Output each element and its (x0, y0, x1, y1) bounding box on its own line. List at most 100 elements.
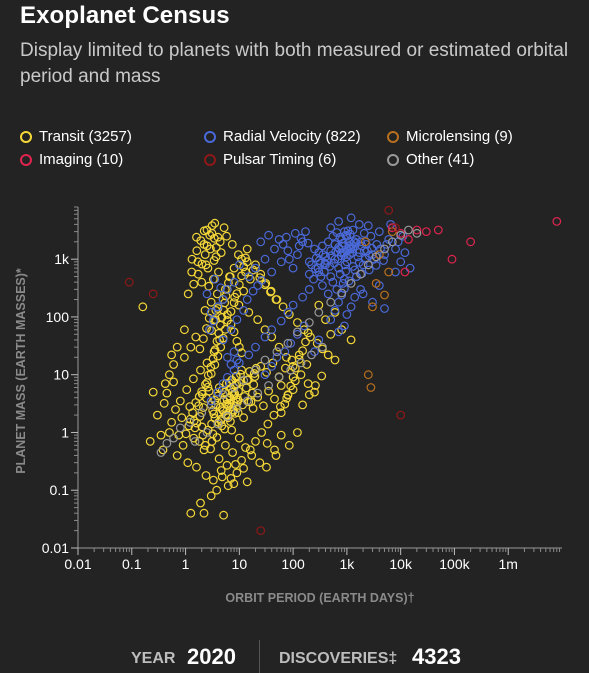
data-point-other (404, 225, 413, 235)
legend-item-imaging[interactable]: Imaging (10) (20, 151, 123, 168)
data-point-pulsar-timing (256, 526, 266, 536)
data-point-pulsar-timing (148, 289, 158, 299)
data-point-transit (179, 352, 189, 362)
legend-item-other[interactable]: Other (41) (387, 151, 474, 168)
data-point-transit (145, 436, 155, 446)
data-point-other (363, 260, 373, 270)
data-point-transit (213, 351, 223, 361)
data-point-transit (200, 305, 210, 315)
data-point-other (396, 230, 406, 240)
data-point-radial-velocity (359, 246, 369, 256)
data-point-radial-velocity (248, 286, 258, 296)
data-point-radial-velocity (341, 266, 351, 276)
data-point-transit (226, 474, 236, 483)
data-point-transit (195, 344, 205, 354)
data-point-transit (232, 397, 242, 407)
chart-subtitle: Display limited to planets with both mea… (20, 40, 569, 87)
data-point-transit (231, 460, 240, 469)
data-point-transit (293, 318, 302, 327)
data-point-radial-velocity (257, 275, 267, 285)
data-point-radial-velocity (359, 228, 369, 238)
data-point-transit (274, 342, 284, 352)
legend-swatch-radial-velocity (204, 130, 216, 143)
data-point-radial-velocity (348, 248, 358, 257)
data-point-transit (232, 289, 242, 298)
data-point-transit (286, 381, 296, 391)
legend-item-pulsar-timing[interactable]: Pulsar Timing (6) (204, 151, 336, 168)
data-point-transit (185, 414, 195, 424)
data-point-radial-velocity (274, 235, 284, 244)
data-point-transit (160, 379, 170, 389)
data-point-transit (321, 315, 330, 324)
data-point-radial-velocity (318, 281, 327, 290)
data-point-transit (251, 260, 260, 270)
legend-item-radial-velocity[interactable]: Radial Velocity (822) (204, 128, 361, 145)
data-point-radial-velocity (318, 241, 327, 251)
data-point-transit (225, 417, 235, 426)
x-axis-label: ORBIT PERIOD (EARTH DAYS)† (225, 591, 414, 605)
data-point-radial-velocity (260, 254, 270, 264)
footer-divider (259, 640, 260, 673)
data-point-other (251, 365, 260, 375)
data-point-transit (172, 451, 182, 460)
data-point-transit (164, 428, 174, 437)
data-point-transit (241, 443, 250, 452)
data-point-radial-velocity (267, 361, 277, 371)
data-point-transit (167, 350, 177, 360)
data-point-transit (283, 390, 293, 400)
data-point-transit (200, 250, 210, 259)
data-point-transit (227, 425, 237, 435)
data-point-transit (232, 336, 242, 346)
data-point-other (304, 318, 314, 327)
year-value: 2020 (187, 644, 236, 669)
data-point-radial-velocity (341, 230, 351, 240)
data-point-transit (215, 320, 225, 330)
data-point-transit (284, 440, 294, 450)
legend-item-microlensing[interactable]: Microlensing (9) (387, 128, 513, 145)
legend-item-transit[interactable]: Transit (3257) (20, 128, 132, 145)
data-point-radial-velocity (293, 329, 302, 339)
data-point-microlensing (363, 370, 373, 380)
data-point-imaging (400, 267, 410, 277)
data-point-radial-velocity (379, 256, 388, 265)
data-point-radial-velocity (218, 379, 228, 389)
y-tick-label: 1k (54, 251, 70, 267)
data-point-transit (257, 428, 267, 437)
data-point-radial-velocity (354, 220, 364, 229)
data-point-other (202, 428, 212, 437)
data-point-transit (198, 334, 208, 344)
data-point-transit (207, 221, 217, 231)
data-point-transit (330, 355, 340, 365)
data-point-transit (199, 508, 209, 518)
data-point-transit (156, 430, 166, 440)
data-point-other (283, 338, 293, 348)
data-point-other (274, 372, 284, 382)
data-point-radial-velocity (206, 396, 216, 406)
scatter-plot[interactable]: PLANET MASS (EARTH MASSES)* ORBIT PERIOD… (0, 195, 589, 615)
data-point-transit (171, 405, 180, 414)
data-point-radial-velocity (276, 316, 286, 326)
data-point-imaging (387, 223, 397, 233)
data-point-radial-velocity (283, 246, 293, 256)
data-point-radial-velocity (334, 217, 344, 226)
data-point-microlensing (380, 290, 389, 300)
data-point-radial-velocity (346, 213, 356, 223)
data-point-radial-velocity (264, 230, 274, 240)
data-point-other (242, 396, 252, 406)
data-point-transit (192, 462, 201, 472)
data-point-transit (302, 360, 312, 369)
data-points (124, 205, 562, 536)
data-point-radial-velocity (278, 240, 288, 249)
data-point-radial-velocity (326, 272, 336, 281)
data-point-transit (178, 440, 188, 450)
data-point-radial-velocity (326, 315, 336, 324)
data-point-radial-velocity (347, 240, 356, 249)
data-point-other (197, 408, 207, 418)
y-axis-label: PLANET MASS (EARTH MASSES)* (14, 268, 28, 474)
data-point-transit (184, 421, 194, 431)
legend-label-transit: Transit (3257) (39, 128, 132, 145)
data-point-transit (311, 381, 320, 390)
data-point-transit (216, 248, 226, 257)
data-point-radial-velocity (256, 237, 266, 247)
data-point-transit (298, 400, 308, 410)
